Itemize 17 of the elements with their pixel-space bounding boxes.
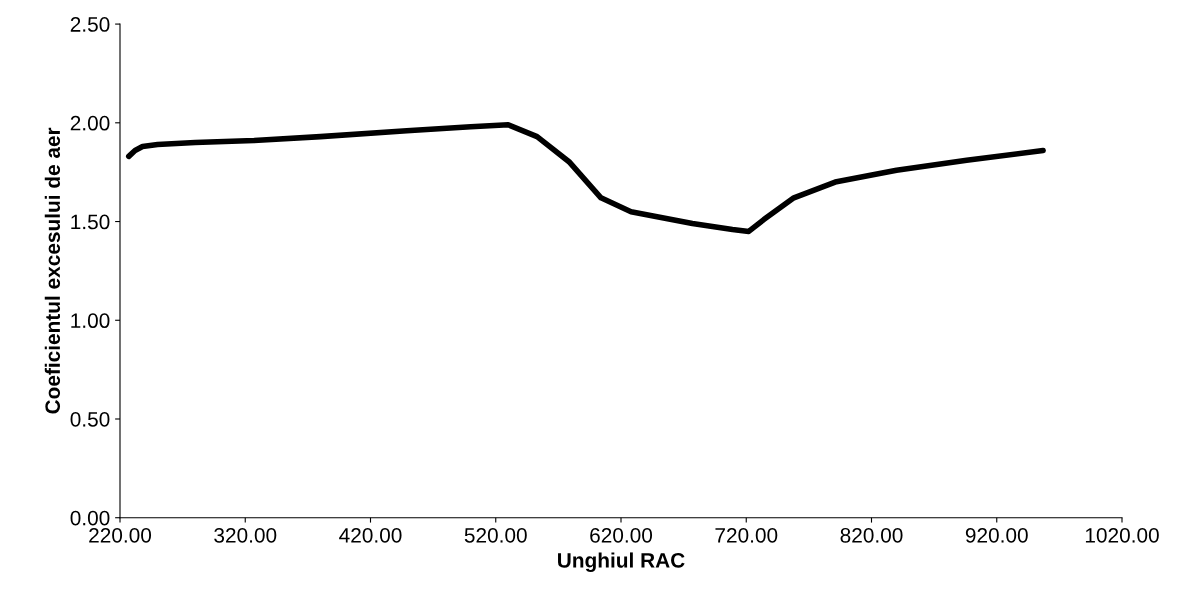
x-tick-label: 320.00 (214, 527, 277, 543)
x-axis-title: Unghiul RAC (558, 552, 685, 572)
x-tick-label: 820.00 (840, 527, 903, 543)
y-tick-label: 2.50 (70, 17, 110, 32)
x-tick-label: 220.00 (89, 527, 152, 543)
x-tick-label: 720.00 (715, 527, 778, 543)
x-tick-label: 420.00 (339, 527, 402, 543)
y-tick-label: 1.00 (71, 313, 110, 329)
y-axis-title: Coeficientul excesului de aer (44, 127, 61, 414)
y-tick-label: 1.50 (71, 214, 110, 230)
x-tick-label: 620.00 (590, 527, 653, 543)
y-tick-label: 0.00 (70, 510, 110, 526)
x-tick-label: 1020.00 (1085, 527, 1159, 543)
y-tick-label: 0.50 (70, 411, 110, 427)
x-tick-label: 520.00 (464, 527, 527, 543)
x-tick-label: 920.00 (965, 527, 1028, 543)
y-tick-label: 2.00 (70, 115, 110, 131)
